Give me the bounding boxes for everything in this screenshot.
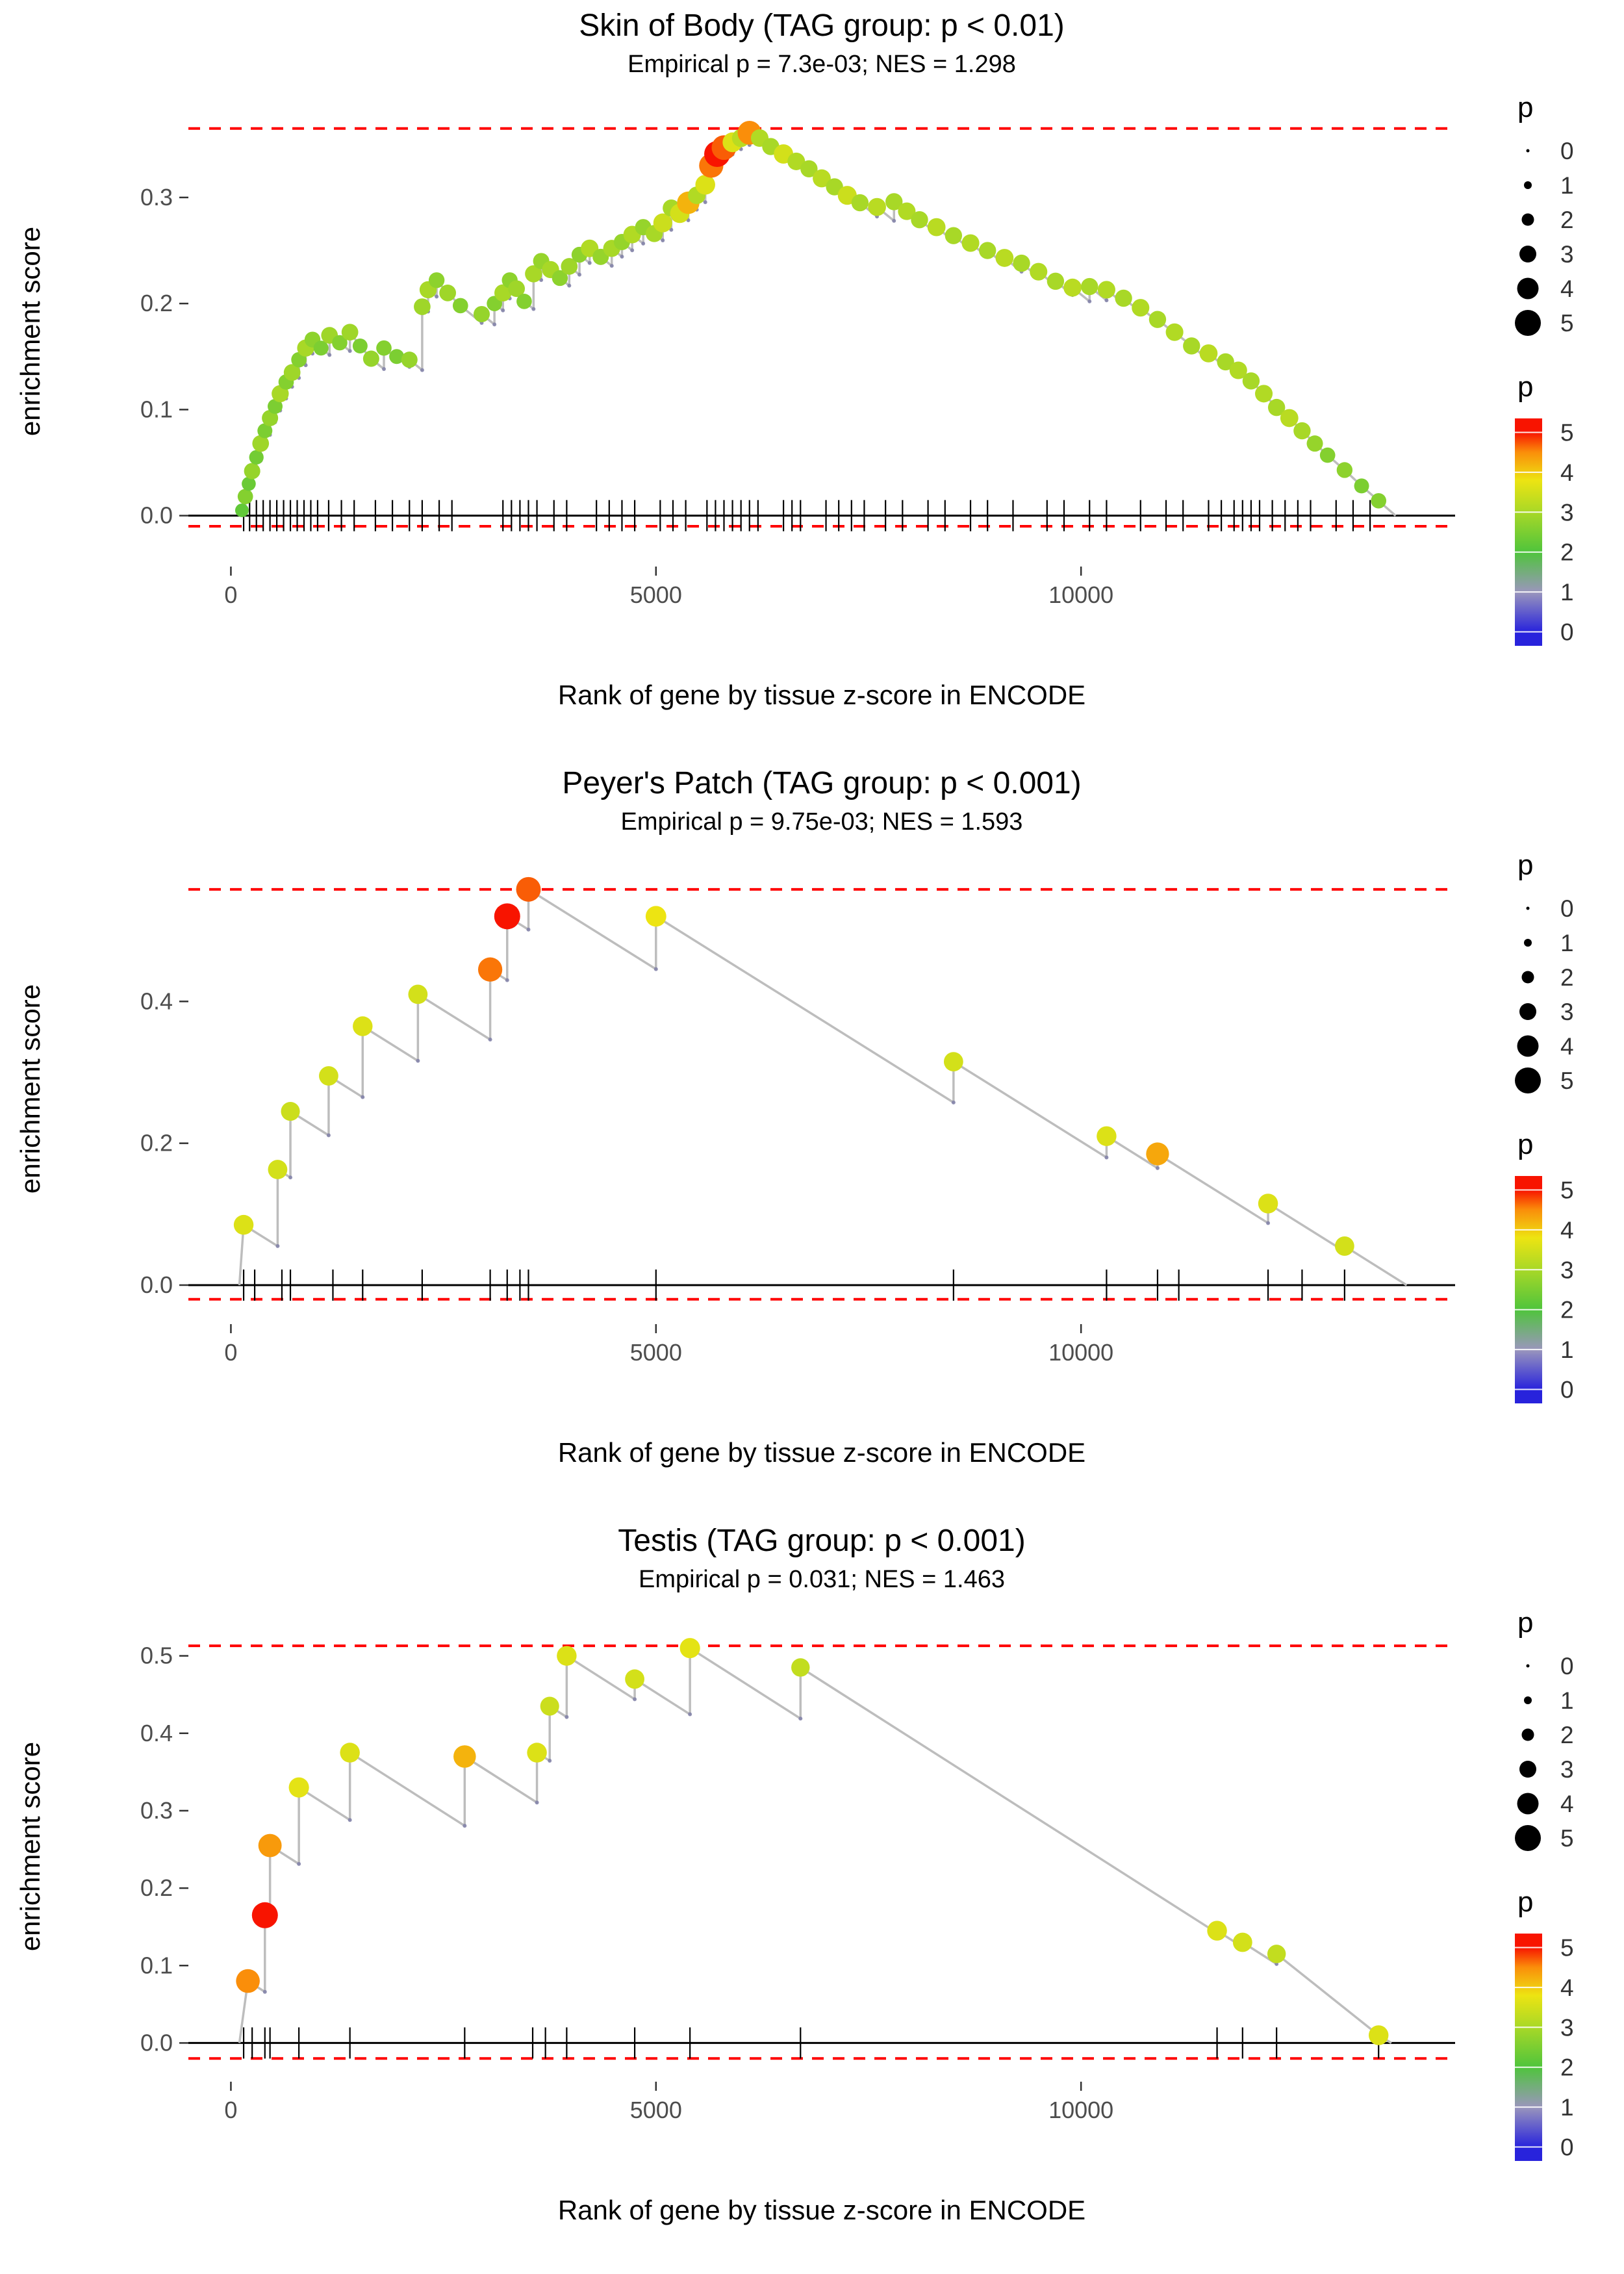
svg-text:4: 4 [1560,1217,1574,1244]
x-axis-label: Rank of gene by tissue z-score in ENCODE [557,1437,1086,1468]
x-axis-label: Rank of gene by tissue z-score in ENCODE [557,680,1086,710]
svg-text:1: 1 [1560,2094,1574,2121]
panel-title: Peyer's Patch (TAG group: p < 0.001) [562,766,1082,800]
x-axis-label: Rank of gene by tissue z-score in ENCODE [557,2195,1086,2225]
svg-text:0.2: 0.2 [140,290,173,316]
svg-text:0: 0 [1560,1377,1574,1403]
panel-subtitle: Empirical p = 7.3e-03; NES = 1.298 [628,51,1016,78]
svg-text:2: 2 [1560,1722,1574,1748]
panel-peyers-patch: Peyer's Patch (TAG group: p < 0.001) Emp… [0,758,1624,1515]
panel-title: Skin of Body (TAG group: p < 0.01) [579,8,1065,43]
svg-text:3: 3 [1560,499,1574,526]
svg-text:p: p [1517,371,1533,403]
svg-text:3: 3 [1560,1756,1574,1783]
svg-text:0: 0 [1560,1653,1574,1680]
svg-text:2: 2 [1560,964,1574,991]
svg-text:3: 3 [1560,1257,1574,1283]
svg-text:4: 4 [1560,275,1574,302]
svg-text:0: 0 [224,2097,237,2123]
svg-text:4: 4 [1560,1033,1574,1060]
svg-text:0.4: 0.4 [140,988,173,1014]
svg-text:4: 4 [1560,1974,1574,2001]
svg-text:1: 1 [1560,1687,1574,1714]
svg-text:0.1: 0.1 [140,396,173,422]
svg-text:1: 1 [1560,930,1574,956]
svg-text:0: 0 [1560,895,1574,922]
svg-text:0.2: 0.2 [140,1130,173,1156]
svg-text:0.0: 0.0 [140,502,173,529]
svg-text:5: 5 [1560,1067,1574,1094]
panel-testis: Testis (TAG group: p < 0.001) Empirical … [0,1515,1624,2273]
svg-text:1: 1 [1560,1336,1574,1363]
svg-text:0.5: 0.5 [140,1642,173,1669]
svg-text:5000: 5000 [630,1339,682,1366]
svg-text:3: 3 [1560,241,1574,268]
svg-text:0.0: 0.0 [140,1271,173,1298]
svg-text:0: 0 [1560,138,1574,164]
svg-text:10000: 10000 [1048,2097,1113,2123]
svg-text:2: 2 [1560,1297,1574,1323]
svg-text:0.4: 0.4 [140,1720,173,1746]
svg-text:0.3: 0.3 [140,184,173,211]
svg-text:2: 2 [1560,207,1574,233]
svg-text:0: 0 [224,581,237,608]
panel-title: Testis (TAG group: p < 0.001) [618,1524,1026,1558]
svg-text:5: 5 [1560,1825,1574,1852]
svg-text:5000: 5000 [630,581,682,608]
svg-text:0.2: 0.2 [140,1874,173,1901]
panel-subtitle: Empirical p = 0.031; NES = 1.463 [639,1566,1005,1593]
svg-text:4: 4 [1560,1791,1574,1817]
svg-text:5: 5 [1560,419,1574,446]
svg-text:p: p [1517,1129,1533,1160]
svg-text:5: 5 [1560,1934,1574,1961]
svg-text:p: p [1517,849,1533,881]
svg-text:0.0: 0.0 [140,2029,173,2056]
svg-text:p: p [1517,1886,1533,1918]
svg-text:0.3: 0.3 [140,1797,173,1824]
svg-text:10000: 10000 [1048,1339,1113,1366]
svg-text:p: p [1517,92,1533,123]
svg-text:0: 0 [224,1339,237,1366]
svg-text:2: 2 [1560,2054,1574,2081]
svg-text:1: 1 [1560,172,1574,199]
svg-text:3: 3 [1560,2014,1574,2041]
svg-text:3: 3 [1560,999,1574,1025]
svg-text:5: 5 [1560,310,1574,337]
svg-text:0: 0 [1560,2134,1574,2161]
enrichment-plot: 0 5000 100000.00.10.20.30.40.5p012345p5432… [140,1607,1574,2161]
svg-text:p: p [1517,1607,1533,1639]
svg-text:1: 1 [1560,579,1574,606]
svg-text:5000: 5000 [630,2097,682,2123]
svg-text:5: 5 [1560,1177,1574,1203]
svg-text:0: 0 [1560,619,1574,646]
svg-text:0.1: 0.1 [140,1952,173,1978]
svg-text:2: 2 [1560,539,1574,566]
svg-text:10000: 10000 [1048,581,1113,608]
panel-skin-of-body: Skin of Body (TAG group: p < 0.01) Empir… [0,0,1624,758]
panel-subtitle: Empirical p = 9.75e-03; NES = 1.593 [620,808,1023,836]
svg-text:4: 4 [1560,459,1574,486]
